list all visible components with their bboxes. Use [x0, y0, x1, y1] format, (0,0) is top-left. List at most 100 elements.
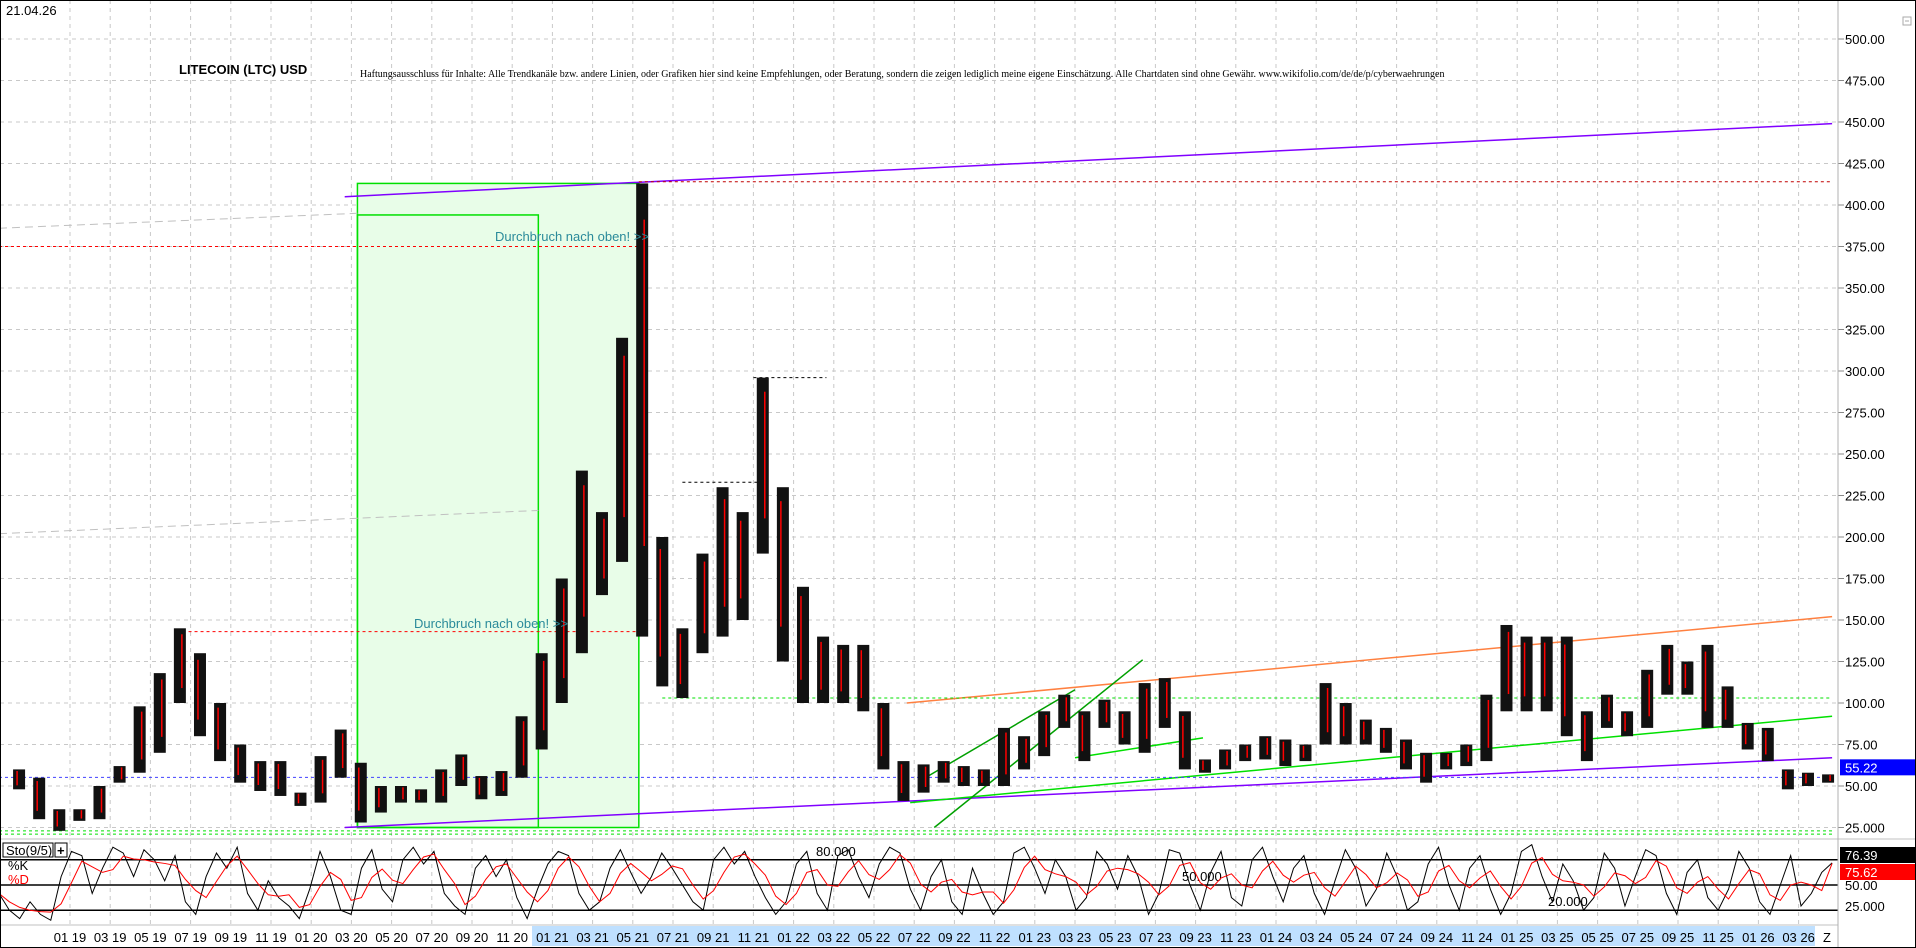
price-bar [616, 337, 629, 562]
add-indicator-button[interactable] [54, 842, 68, 858]
price-bar [294, 792, 307, 806]
y-tick-label: 125.00 [1845, 655, 1885, 670]
x-tick-label: 09 19 [215, 930, 248, 945]
price-bar [1098, 699, 1111, 728]
price-bar [555, 578, 568, 703]
price-bar [1621, 711, 1634, 737]
stoch-tick-label: 25.000 [1845, 899, 1885, 914]
x-tick-label: 05 20 [375, 930, 408, 945]
price-bar [133, 706, 146, 773]
date-range-highlight [532, 926, 1815, 946]
price-bar [314, 756, 327, 803]
price-bar [1259, 736, 1272, 760]
y-tick-label: 150.00 [1845, 613, 1885, 628]
annotation-breakout-2: Durchbruch nach oben! >> [414, 616, 568, 631]
x-tick-label: 01 20 [295, 930, 328, 945]
price-bar [1520, 636, 1533, 712]
collapse-icon[interactable] [1902, 16, 1912, 26]
x-tick-label: 07 19 [174, 930, 207, 945]
price-axis: 500.00 475.00 450.00 425.00 400.00 375.00 350.… [1838, 32, 1916, 836]
y-tick-label: 200.00 [1845, 530, 1885, 545]
x-tick-label: 11 24 [1461, 930, 1493, 945]
price-bar [796, 586, 809, 703]
price-bar [1681, 661, 1694, 695]
x-tick-label: 05 25 [1581, 930, 1614, 945]
price-bar [435, 769, 448, 803]
trendline [910, 715, 1833, 804]
x-tick-label: 01 22 [777, 930, 810, 945]
stochastic-pane: 80.000 50.000 20.000 50.00 25.000 76.39 75.62 [0, 843, 1916, 922]
y-tick-label: 25.000 [1845, 821, 1885, 836]
y-tick-label: 500.00 [1845, 32, 1885, 47]
x-tick-label: 01 19 [54, 930, 87, 945]
disclaimer: Haftungsausschluss für Inhalte: Alle Tre… [360, 69, 1445, 80]
trendline [344, 122, 1833, 198]
x-tick-label: 07 25 [1622, 930, 1655, 945]
price-bar [1078, 711, 1091, 762]
legend-k: %K [8, 858, 29, 873]
x-tick-label: 01 23 [1019, 930, 1052, 945]
price-bar [756, 377, 769, 554]
x-tick-label: 09 24 [1421, 930, 1454, 945]
x-tick-label: 05 23 [1099, 930, 1132, 945]
trendline [0, 509, 539, 535]
price-bar [354, 762, 367, 823]
price-bar [234, 744, 247, 783]
plus-icon: + [57, 843, 65, 858]
x-tick-label: 05 19 [134, 930, 167, 945]
price-bar [1038, 711, 1051, 757]
price-bar [837, 644, 850, 703]
x-tick-label: 11 19 [255, 930, 287, 945]
x-tick-label: 01 24 [1260, 930, 1293, 945]
indicator-label-box[interactable] [2, 842, 54, 858]
k-value-label: 76.39 [1845, 848, 1878, 863]
price-bar [997, 727, 1010, 786]
price-bar [1440, 752, 1453, 770]
price-bar [1178, 711, 1191, 770]
trendline [344, 757, 1833, 829]
x-tick-label: 11 21 [738, 930, 770, 945]
x-tick-label: 07 22 [898, 930, 931, 945]
date-axis[interactable]: 01 19 03 19 05 19 07 19 09 19 11 19 01 20 03 20… [0, 924, 1838, 946]
price-bar [857, 644, 870, 712]
price-bar [1600, 694, 1613, 728]
x-tick-label: 11 25 [1702, 930, 1734, 945]
price-bar [274, 761, 287, 796]
price-bar [173, 628, 186, 703]
x-tick-label: 01 26 [1742, 930, 1775, 945]
price-bar [1781, 769, 1794, 790]
y-tick-label: 75.00 [1845, 738, 1878, 753]
x-tick-label: 03 25 [1541, 930, 1574, 945]
price-bar [656, 537, 669, 687]
x-tick-label: Z [1823, 930, 1831, 945]
price-bar [676, 628, 689, 699]
price-bar [53, 809, 66, 831]
x-tick-label: 05 22 [858, 930, 891, 945]
price-bar [1118, 711, 1131, 745]
legend-d: %D [8, 872, 29, 887]
price-bar [1219, 749, 1232, 770]
price-bar [515, 716, 528, 778]
price-bar [1480, 694, 1493, 762]
k-value-marker [1840, 847, 1916, 863]
price-bar [1138, 683, 1151, 753]
annotation-box [356, 182, 640, 829]
price-bar [977, 769, 990, 786]
y-tick-label: 475.00 [1845, 74, 1885, 89]
y-tick-label: 175.00 [1845, 572, 1885, 587]
x-tick-label: 09 22 [938, 930, 971, 945]
x-tick-label: 05 21 [617, 930, 650, 945]
price-bar [1058, 694, 1071, 728]
price-bar [1319, 683, 1332, 745]
price-bar [595, 512, 608, 596]
y-tick-label: 450.00 [1845, 115, 1885, 130]
y-tick-label: 425.00 [1845, 157, 1885, 172]
price-bars [13, 183, 1835, 831]
y-tick-label: 400.00 [1845, 198, 1885, 213]
price-bar [1701, 644, 1714, 728]
y-tick-label: 250.00 [1845, 447, 1885, 462]
stoch-k-line [0, 843, 1833, 922]
price-bar [334, 729, 347, 778]
